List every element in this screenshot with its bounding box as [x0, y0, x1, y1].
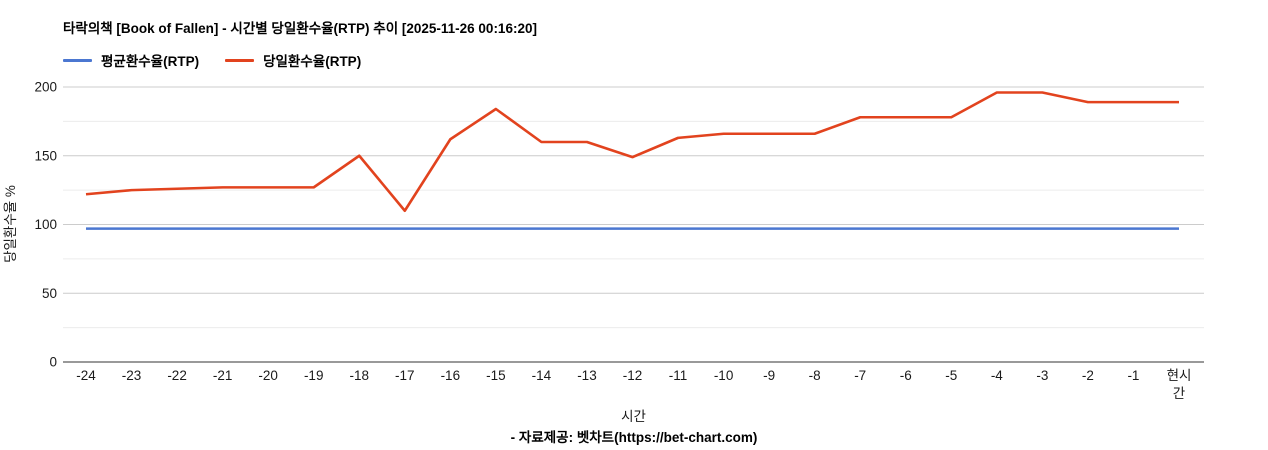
- x-tick-label: -22: [167, 368, 187, 383]
- y-tick-label: 50: [42, 286, 57, 301]
- chart-title: 타락의책 [Book of Fallen] - 시간별 당일환수율(RTP) 추…: [63, 21, 537, 36]
- x-tick-label: -6: [900, 368, 912, 383]
- source-attribution: - 자료제공: 벳차트(https://bet-chart.com): [510, 430, 758, 445]
- x-tick-label: -2: [1082, 368, 1094, 383]
- x-tick-label: -11: [669, 368, 688, 383]
- legend-label-average-rtp: 평균환수율(RTP): [101, 54, 200, 69]
- daily-rtp-line-swatch: [225, 58, 255, 62]
- y-tick-label: 150: [34, 148, 57, 163]
- x-tick-label: -15: [486, 368, 506, 383]
- x-tick-label: 현시 간: [1167, 368, 1192, 401]
- legend: 평균환수율(RTP) 당일환수율(RTP): [63, 50, 361, 70]
- x-tick-label: -9: [763, 368, 775, 383]
- x-tick-label: -20: [258, 368, 278, 383]
- y-tick-label: 200: [34, 80, 57, 95]
- x-tick-label: -7: [854, 368, 866, 383]
- y-tick-label: 100: [34, 217, 57, 232]
- x-tick-label: -21: [213, 368, 233, 383]
- x-tick-label: -17: [395, 368, 415, 383]
- legend-item-average-rtp: 평균환수율(RTP): [63, 50, 199, 70]
- x-tick-label: -13: [577, 368, 597, 383]
- x-tick-label: -12: [623, 368, 643, 383]
- x-tick-label: -16: [441, 368, 461, 383]
- x-tick-label: -3: [1036, 368, 1048, 383]
- x-tick-label: -18: [349, 368, 369, 383]
- x-tick-label: -5: [945, 368, 957, 383]
- y-tick-label: 0: [49, 355, 57, 370]
- x-tick-label: -24: [76, 368, 96, 383]
- average-rtp-line-swatch: [63, 58, 92, 62]
- x-tick-label: -14: [532, 368, 552, 383]
- x-tick-label: -19: [304, 368, 324, 383]
- x-tick-label: -8: [809, 368, 821, 383]
- x-tick-label: -1: [1127, 368, 1139, 383]
- x-axis-title: 시간: [621, 409, 646, 424]
- legend-label-daily-rtp: 당일환수율(RTP): [263, 54, 362, 69]
- x-tick-label: -4: [991, 368, 1003, 383]
- x-tick-label: -10: [714, 368, 734, 383]
- daily-rtp-line: [85, 91, 1179, 213]
- x-tick-label: -23: [122, 368, 142, 383]
- legend-item-daily-rtp: 당일환수율(RTP): [225, 50, 361, 70]
- y-axis-title: 당일환수율 %: [3, 185, 18, 263]
